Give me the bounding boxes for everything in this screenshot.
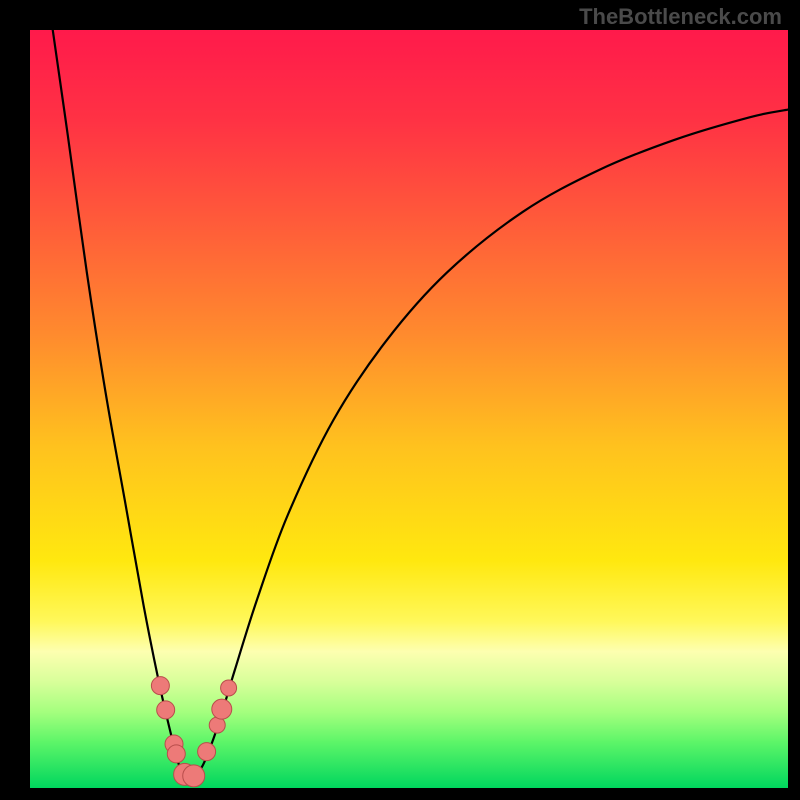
datapoint-marker bbox=[157, 701, 175, 719]
curve-layer bbox=[30, 30, 788, 788]
datapoint-marker bbox=[183, 765, 205, 787]
datapoint-marker bbox=[198, 743, 216, 761]
datapoint-marker bbox=[212, 699, 232, 719]
plot-area bbox=[30, 30, 788, 788]
chart-container: { "canvas": { "width": 800, "height": 80… bbox=[0, 0, 800, 800]
watermark-label: TheBottleneck.com bbox=[579, 4, 782, 30]
datapoint-marker bbox=[167, 745, 185, 763]
datapoint-marker bbox=[221, 680, 237, 696]
datapoint-markers bbox=[151, 677, 236, 787]
bottleneck-curve bbox=[53, 30, 791, 779]
datapoint-marker bbox=[151, 677, 169, 695]
